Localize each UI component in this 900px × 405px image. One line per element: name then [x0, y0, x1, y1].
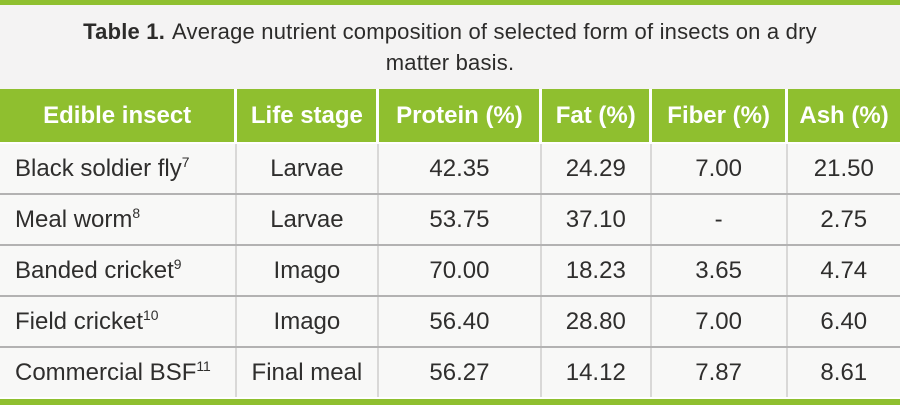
table-row: Commercial BSF11 Final meal 56.27 14.12 …: [0, 347, 900, 399]
insect-name: Commercial BSF: [15, 358, 197, 386]
cell-edible-insect: Field cricket10: [0, 296, 236, 348]
cell-fiber: -: [649, 194, 787, 246]
cell-fiber: 7.00: [649, 143, 787, 195]
cell-fat: 28.80: [539, 296, 651, 348]
table-caption-text-block: Table 1. Average nutrient composition of …: [71, 16, 829, 79]
table-row: Black soldier fly7 Larvae 42.35 24.29 7.…: [0, 143, 900, 195]
col-header-edible-insect: Edible insect: [0, 89, 236, 144]
cell-fiber: 3.65: [649, 245, 787, 297]
cell-life-stage: Imago: [234, 245, 378, 297]
col-header-life-stage: Life stage: [234, 89, 378, 144]
insect-name: Meal worm: [15, 205, 133, 233]
cell-protein: 42.35: [376, 143, 541, 195]
cell-edible-insect: Banded cricket9: [0, 245, 236, 297]
cell-ash: 21.50: [785, 143, 900, 195]
col-header-fat: Fat (%): [539, 89, 651, 144]
cell-fiber: 7.00: [649, 296, 787, 348]
cell-fat: 24.29: [539, 143, 651, 195]
col-header-ash: Ash (%): [785, 89, 900, 144]
cell-life-stage: Larvae: [234, 194, 378, 246]
table-caption-text: Average nutrient composition of selected…: [172, 18, 817, 75]
cell-protein: 70.00: [376, 245, 541, 297]
reference-superscript: 7: [181, 153, 190, 170]
cell-edible-insect: Black soldier fly7: [0, 143, 236, 195]
cell-fiber: 7.87: [649, 347, 787, 399]
reference-superscript: 8: [132, 204, 141, 221]
cell-ash: 8.61: [785, 347, 900, 399]
table-row: Meal worm8 Larvae 53.75 37.10 - 2.75: [0, 194, 900, 246]
cell-life-stage: Larvae: [234, 143, 378, 195]
reference-superscript: 10: [143, 306, 159, 323]
table-caption: Table 1. Average nutrient composition of …: [0, 5, 900, 89]
insect-name: Field cricket: [15, 307, 144, 335]
cell-edible-insect: Meal worm8: [0, 194, 236, 246]
cell-protein: 56.40: [376, 296, 541, 348]
insect-name: Black soldier fly: [15, 154, 182, 182]
nutrient-composition-table: Edible insect Life stage Protein (%) Fat…: [0, 89, 900, 399]
reference-superscript: 9: [173, 255, 182, 272]
cell-fat: 37.10: [539, 194, 651, 246]
table-row: Banded cricket9 Imago 70.00 18.23 3.65 4…: [0, 245, 900, 297]
cell-life-stage: Imago: [234, 296, 378, 348]
col-header-protein: Protein (%): [376, 89, 541, 144]
top-accent-bar: [0, 0, 900, 5]
cell-protein: 56.27: [376, 347, 541, 399]
insect-name: Banded cricket: [15, 256, 174, 284]
reference-superscript: 11: [196, 357, 211, 374]
table-caption-label: Table 1.: [83, 18, 166, 44]
cell-edible-insect: Commercial BSF11: [0, 347, 236, 399]
header-row: Edible insect Life stage Protein (%) Fat…: [0, 89, 900, 144]
cell-ash: 6.40: [785, 296, 900, 348]
cell-life-stage: Final meal: [234, 347, 378, 399]
cell-protein: 53.75: [376, 194, 541, 246]
col-header-fiber: Fiber (%): [649, 89, 787, 144]
bottom-accent-bar: [0, 399, 900, 405]
cell-fat: 18.23: [539, 245, 651, 297]
cell-ash: 2.75: [785, 194, 900, 246]
table-row: Field cricket10 Imago 56.40 28.80 7.00 6…: [0, 296, 900, 348]
cell-fat: 14.12: [539, 347, 651, 399]
cell-ash: 4.74: [785, 245, 900, 297]
